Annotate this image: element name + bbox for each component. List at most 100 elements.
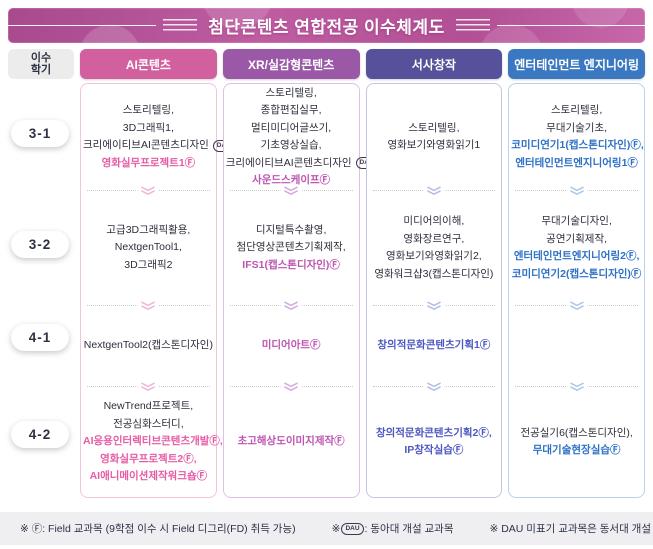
semester-badge: 4-1 bbox=[11, 324, 69, 351]
column-header: AI콘텐츠 bbox=[80, 49, 217, 79]
course-cell: 고급3D그래픽활용, NextgenTool1, 3D그래픽2 bbox=[83, 191, 214, 305]
chevron-down-icon bbox=[423, 186, 445, 196]
field-course: 창의적문화콘텐츠기획1Ⓕ bbox=[377, 339, 491, 352]
field-course: 코미디연기2(캡스톤디자인)Ⓕ bbox=[511, 267, 642, 280]
row-separator bbox=[229, 382, 353, 392]
course-cell: 초고해상도이미지제작Ⓕ bbox=[226, 387, 357, 497]
course: 스토리텔링, bbox=[265, 86, 317, 99]
semester-badge: 3-1 bbox=[11, 120, 69, 147]
page-title: 첨단콘텐츠 연합전공 이수체계도 bbox=[208, 18, 445, 37]
semester-badge: 4-2 bbox=[11, 421, 69, 448]
course: 크리에이티브AI콘텐츠디자인 DAU, bbox=[83, 137, 239, 155]
field-course: AI애니메이션제작워크숍Ⓕ bbox=[89, 470, 208, 483]
course: 3D그래픽1, bbox=[122, 121, 174, 134]
course-cell: 스토리텔링, 영화보기와영화읽기1 bbox=[369, 84, 500, 190]
course-cell: 스토리텔링, 3D그래픽1, 크리에이티브AI콘텐츠디자인 DAU,영화실무프로젝트… bbox=[83, 84, 239, 190]
course: 무대기술디자인, bbox=[541, 215, 612, 227]
course: 디지털특수촬영, bbox=[255, 223, 327, 236]
course: 스토리텔링, bbox=[122, 104, 174, 116]
chevron-down-icon bbox=[566, 301, 588, 311]
field-course: 무대기술현장실습Ⓕ bbox=[532, 444, 621, 456]
row-separator bbox=[87, 186, 210, 196]
course-cell: NewTrend프로젝트, 전공심화스터디, AI응용인터렉티브콘텐츠개발Ⓕ, 영화실… bbox=[83, 387, 223, 497]
chevron-down-icon bbox=[280, 186, 302, 196]
row-separator bbox=[515, 301, 638, 311]
banner-right-stripes-decoration bbox=[455, 19, 490, 32]
course-cell: 디지털특수촬영, 첨단영상콘텐츠기획제작, IFS1(캡스톤디자인)Ⓕ bbox=[226, 191, 357, 305]
field-course: 영화실무프로젝트1Ⓕ bbox=[101, 156, 196, 169]
course: 영화장르연구, bbox=[403, 232, 465, 245]
course: 멀티미디어글쓰기, bbox=[251, 121, 332, 134]
field-course: 엔터테인먼트엔지니어링2Ⓕ, bbox=[513, 250, 640, 262]
column-body: 스토리텔링, 영화보기와영화읽기1 미디어의이해, 영화장르연구, 영화보기와영화읽기2… bbox=[365, 83, 503, 498]
footnote-item: ※ DAU: 동아대 개설 교과목 bbox=[331, 522, 454, 535]
footnote-bar: ※ Ⓕ: Field 교과목 (9학점 이수 시 Field 디그리(FD) 취… bbox=[0, 512, 653, 545]
course: 크리에이티브AI콘텐츠디자인 DAU, bbox=[226, 155, 382, 173]
course: NextgenTool1, bbox=[114, 241, 182, 254]
semester-column: 이수 학기 3-1 3-2 4-1 4-2 bbox=[8, 49, 74, 498]
row-separator bbox=[87, 382, 210, 392]
banner-left-line bbox=[8, 24, 157, 27]
column-header: 서사창작 bbox=[365, 49, 503, 79]
course-cell: 스토리텔링, 종합편집실무, 멀티미디어글쓰기, 기초영상실습, 크리에이티브AI콘텐츠… bbox=[226, 84, 382, 190]
field-course: 엔터테인먼트엔지니어링1Ⓕ bbox=[515, 156, 638, 169]
row-separator bbox=[229, 301, 353, 311]
course-cell: 미디어아트Ⓕ bbox=[226, 306, 357, 386]
field-course: AI응용인터렉티브콘텐츠개발Ⓕ, bbox=[83, 435, 223, 448]
major-column-2: XR/실감형콘텐츠 스토리텔링, 종합편집실무, 멀티미디어글쓰기, 기초영상실습, 크리… bbox=[222, 49, 382, 498]
course-cell: NextgenTool2(캡스톤디자인) bbox=[83, 306, 214, 386]
row-separator bbox=[515, 382, 638, 392]
chevron-down-icon bbox=[137, 186, 159, 196]
course: 영화보기와영화읽기1 bbox=[387, 139, 481, 151]
column-header: 엔터테인먼트 엔지니어링 bbox=[508, 49, 645, 79]
banner-right-line bbox=[496, 24, 645, 27]
chevron-down-icon bbox=[566, 186, 588, 196]
course-cell: 전공실기6(캡스톤디자인), 무대기술현장실습Ⓕ bbox=[511, 387, 642, 497]
course: 영화보기와영화읽기2, bbox=[386, 250, 482, 262]
field-course: 코미디연기1(캡스톤디자인)Ⓕ, bbox=[511, 139, 644, 151]
course: 전공실기6(캡스톤디자인), bbox=[520, 426, 633, 439]
curriculum-grid: 이수 학기 3-1 3-2 4-1 4-2 AI콘텐츠 스토리텔링, 3D그래픽1, 크리에… bbox=[8, 49, 645, 498]
row-separator bbox=[229, 186, 353, 196]
chevron-down-icon bbox=[423, 301, 445, 311]
course: 첨단영상콘텐츠기획제작, bbox=[236, 241, 346, 254]
course: NewTrend프로젝트, bbox=[103, 400, 194, 413]
field-course: 창의적문화콘텐츠기획2Ⓕ, bbox=[375, 426, 492, 439]
chevron-down-icon bbox=[566, 382, 588, 392]
footnote-item: ※ DAU 미표기 교과목은 동서대 개설 교과목 bbox=[489, 523, 653, 535]
row-separator bbox=[87, 301, 210, 311]
course: NextgenTool2(캡스톤디자인) bbox=[83, 339, 213, 352]
course-cell: 미디어의이해, 영화장르연구, 영화보기와영화읽기2, 영화워크샵3(캡스톤디자인) bbox=[369, 191, 500, 305]
field-course: 초고해상도이미지제작Ⓕ bbox=[237, 435, 345, 448]
column-header: XR/실감형콘텐츠 bbox=[222, 49, 360, 79]
field-course: IFS1(캡스톤디자인)Ⓕ bbox=[242, 258, 340, 271]
semester-column-header: 이수 학기 bbox=[8, 49, 74, 79]
course: 고급3D그래픽활용, bbox=[106, 223, 191, 236]
course: 스토리텔링, bbox=[408, 121, 460, 134]
course: 스토리텔링, bbox=[551, 104, 603, 116]
course: 공연기획제작, bbox=[546, 232, 608, 245]
semester-header-line2: 학기 bbox=[30, 64, 52, 76]
field-course: 사운드스케이프Ⓕ bbox=[252, 174, 331, 186]
course-cell: 창의적문화콘텐츠기획2Ⓕ, IP창작실습Ⓕ bbox=[369, 387, 500, 497]
row-separator bbox=[515, 186, 638, 196]
column-body: 스토리텔링,3D그래픽1,크리에이티브AI콘텐츠디자인 DAU,영화실무프로젝트… bbox=[80, 83, 239, 498]
course: 영화워크샵3(캡스톤디자인) bbox=[374, 267, 494, 280]
chevron-down-icon bbox=[137, 301, 159, 311]
column-body: 스토리텔링, 무대기술기초, 코미디연기1(캡스톤디자인)Ⓕ, 엔터테인먼트엔지니어링… bbox=[508, 83, 645, 498]
field-course: 영화실무프로젝트2Ⓕ, bbox=[100, 452, 197, 465]
field-course: IP창작실습Ⓕ bbox=[404, 444, 464, 456]
chevron-down-icon bbox=[280, 301, 302, 311]
course-cell: 스토리텔링, 무대기술기초, 코미디연기1(캡스톤디자인)Ⓕ, 엔터테인먼트엔지니어링… bbox=[511, 84, 644, 190]
course: 3D그래픽2 bbox=[124, 258, 173, 271]
course: 전공심화스터디, bbox=[113, 417, 184, 430]
course: 종합편집실무, bbox=[260, 104, 322, 116]
course: 미디어의이해, bbox=[403, 215, 465, 227]
chevron-down-icon bbox=[137, 382, 159, 392]
row-separator bbox=[372, 301, 496, 311]
title-banner: 첨단콘텐츠 연합전공 이수체계도 bbox=[8, 8, 645, 43]
chevron-down-icon bbox=[280, 382, 302, 392]
